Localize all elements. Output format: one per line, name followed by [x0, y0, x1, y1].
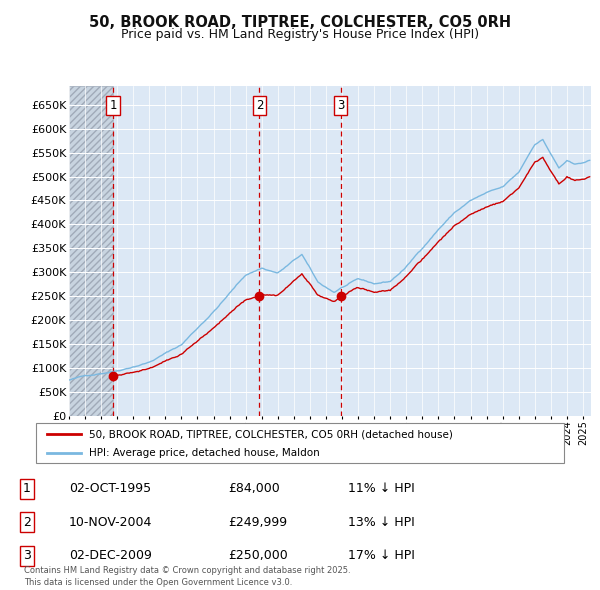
- Text: £250,000: £250,000: [228, 549, 288, 562]
- Text: 17% ↓ HPI: 17% ↓ HPI: [348, 549, 415, 562]
- Text: 3: 3: [23, 549, 31, 562]
- Text: 1: 1: [109, 99, 117, 112]
- Text: 1: 1: [23, 482, 31, 495]
- Text: 13% ↓ HPI: 13% ↓ HPI: [348, 516, 415, 529]
- Text: 50, BROOK ROAD, TIPTREE, COLCHESTER, CO5 0RH (detached house): 50, BROOK ROAD, TIPTREE, COLCHESTER, CO5…: [89, 430, 452, 440]
- Text: Price paid vs. HM Land Registry's House Price Index (HPI): Price paid vs. HM Land Registry's House …: [121, 28, 479, 41]
- Text: HPI: Average price, detached house, Maldon: HPI: Average price, detached house, Mald…: [89, 448, 320, 458]
- Bar: [69, 86, 113, 416]
- Text: 11% ↓ HPI: 11% ↓ HPI: [348, 482, 415, 495]
- Bar: [69, 86, 113, 416]
- Text: £249,999: £249,999: [228, 516, 287, 529]
- FancyBboxPatch shape: [36, 423, 564, 463]
- Text: 02-DEC-2009: 02-DEC-2009: [69, 549, 152, 562]
- Text: 3: 3: [337, 99, 344, 112]
- Text: 2: 2: [256, 99, 263, 112]
- Text: 2: 2: [23, 516, 31, 529]
- Text: Contains HM Land Registry data © Crown copyright and database right 2025.
This d: Contains HM Land Registry data © Crown c…: [24, 566, 350, 587]
- Text: 50, BROOK ROAD, TIPTREE, COLCHESTER, CO5 0RH: 50, BROOK ROAD, TIPTREE, COLCHESTER, CO5…: [89, 15, 511, 30]
- Text: 02-OCT-1995: 02-OCT-1995: [69, 482, 151, 495]
- Text: £84,000: £84,000: [228, 482, 280, 495]
- Text: 10-NOV-2004: 10-NOV-2004: [69, 516, 152, 529]
